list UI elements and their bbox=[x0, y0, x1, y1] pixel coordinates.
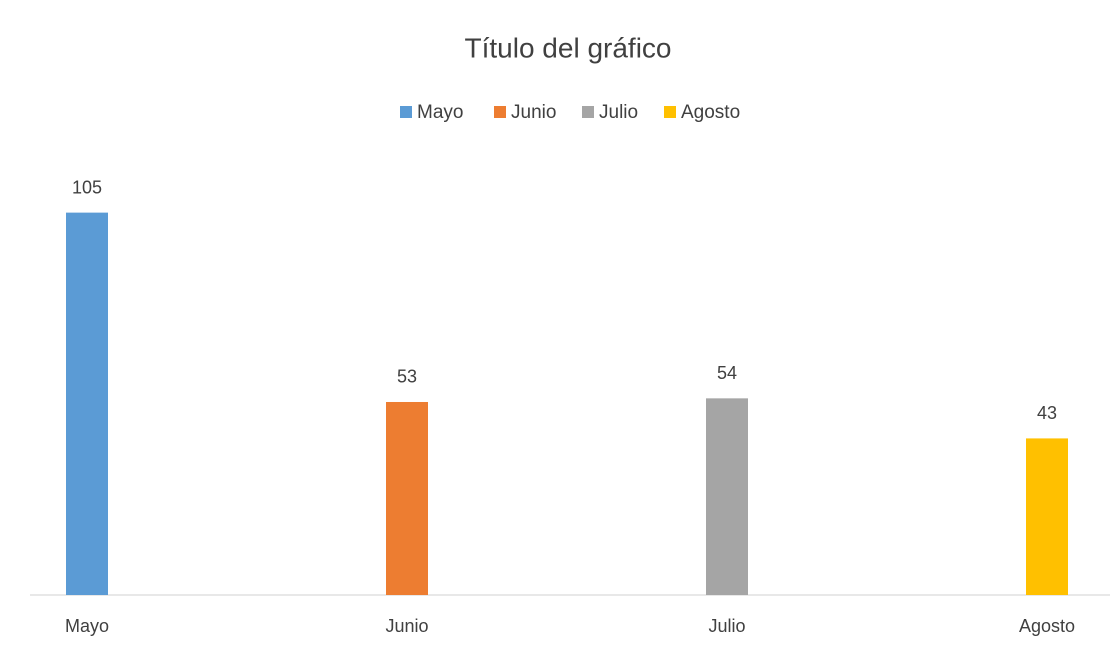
x-tick-label: Junio bbox=[385, 616, 428, 636]
legend-swatch bbox=[582, 106, 594, 118]
legend-label: Junio bbox=[511, 102, 556, 123]
legend-label: Agosto bbox=[681, 102, 740, 123]
data-label: 105 bbox=[72, 177, 102, 197]
legend-swatch bbox=[400, 106, 412, 118]
bar bbox=[66, 212, 108, 595]
bar bbox=[1026, 438, 1068, 595]
data-label: 53 bbox=[397, 367, 417, 387]
legend-swatch bbox=[494, 106, 506, 118]
legend-swatch bbox=[664, 106, 676, 118]
chart-title: Título del gráfico bbox=[465, 32, 672, 63]
legend-label: Julio bbox=[599, 102, 638, 123]
x-tick-label: Mayo bbox=[65, 616, 109, 636]
x-tick-label: Agosto bbox=[1019, 616, 1075, 636]
x-tick-label: Julio bbox=[708, 616, 745, 636]
legend-label: Mayo bbox=[417, 102, 463, 123]
data-label: 54 bbox=[717, 363, 737, 383]
bar bbox=[706, 398, 748, 595]
data-label: 43 bbox=[1037, 403, 1057, 423]
bar bbox=[386, 401, 428, 595]
